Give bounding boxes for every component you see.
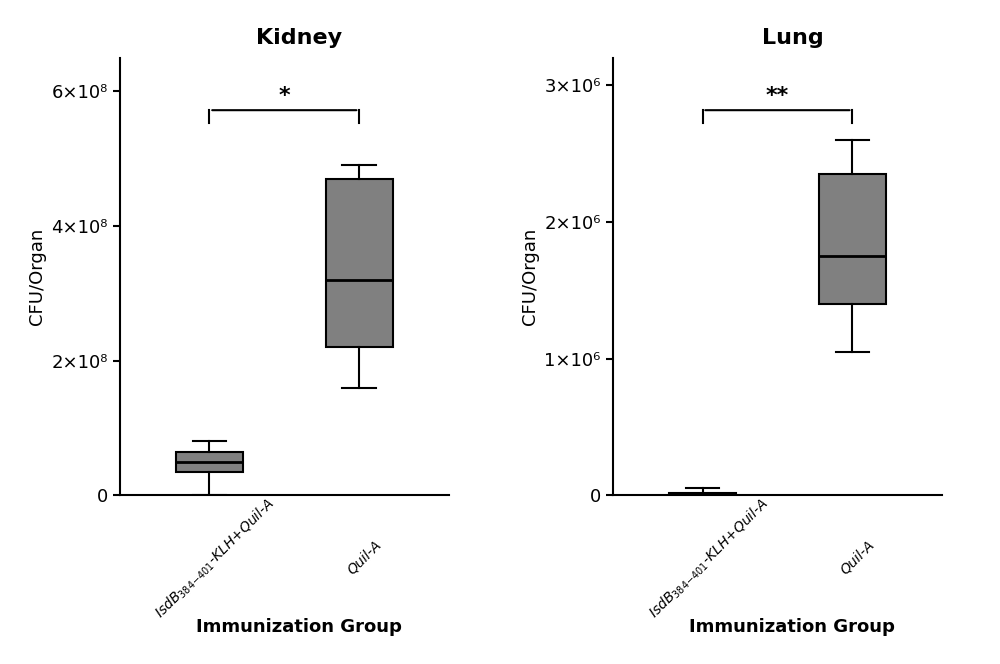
Title: Lung: Lung	[762, 28, 823, 48]
X-axis label: Immunization Group: Immunization Group	[196, 618, 402, 636]
Text: $IsdB_{384\mathregular{-}401}$-KLH+Quil-A: $IsdB_{384\mathregular{-}401}$-KLH+Quil-…	[645, 495, 772, 622]
Text: $IsdB_{384\mathregular{-}401}$-KLH+Quil-A: $IsdB_{384\mathregular{-}401}$-KLH+Quil-…	[152, 495, 279, 622]
Y-axis label: CFU/Organ: CFU/Organ	[521, 228, 539, 325]
Text: **: **	[766, 86, 789, 106]
Text: *: *	[279, 86, 290, 106]
PathPatch shape	[819, 174, 886, 304]
Y-axis label: CFU/Organ: CFU/Organ	[28, 228, 46, 325]
Text: Quil-A: Quil-A	[344, 537, 384, 577]
PathPatch shape	[176, 452, 243, 471]
PathPatch shape	[326, 179, 393, 347]
PathPatch shape	[669, 493, 736, 495]
X-axis label: Immunization Group: Immunization Group	[689, 618, 895, 636]
Title: Kidney: Kidney	[256, 28, 342, 48]
Text: Quil-A: Quil-A	[838, 537, 877, 577]
